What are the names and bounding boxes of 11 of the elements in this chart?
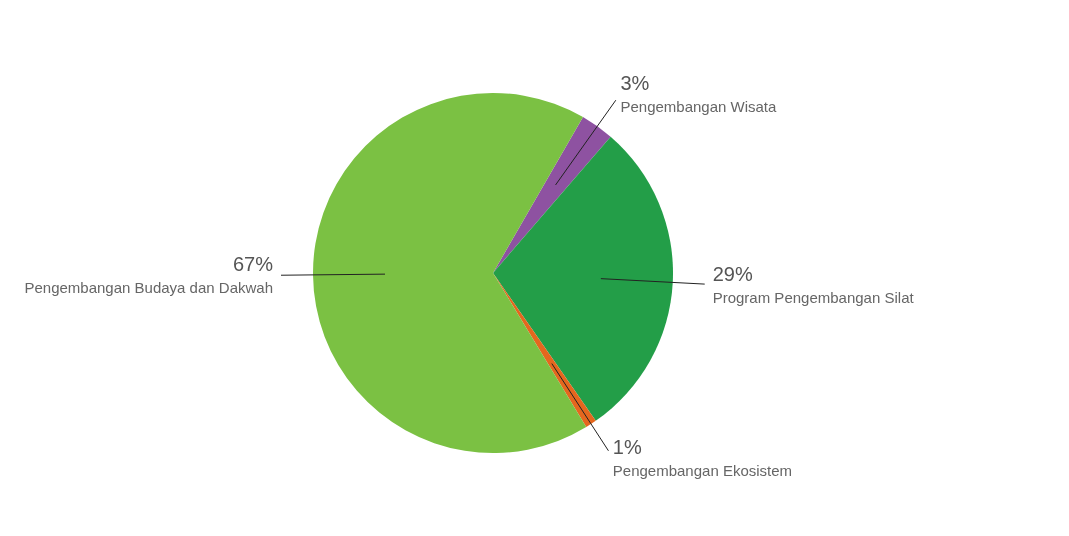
slice-label: Pengembangan Wisata (620, 97, 778, 115)
pie-slice (493, 136, 673, 421)
data-label: 3% (620, 71, 650, 94)
data-label: 29% (712, 262, 753, 285)
pie-slice (313, 93, 587, 453)
data-label: 1% (612, 435, 642, 458)
slice-label: Pengembangan Budaya dan Dakwah (24, 279, 274, 297)
slice-label: Pengembangan Ekosistem (612, 461, 793, 479)
pie-slice (493, 117, 611, 273)
data-label: 67% (232, 253, 274, 276)
slice-label: Program Pengembangan Silat (712, 288, 915, 306)
